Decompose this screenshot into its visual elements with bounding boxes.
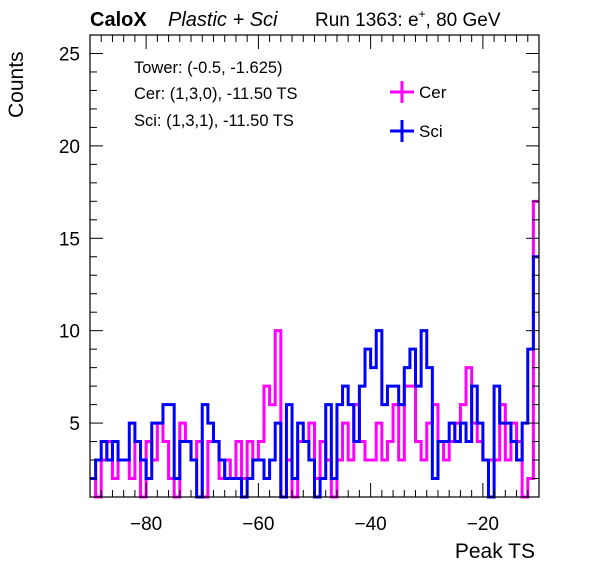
brand-label: CaloX xyxy=(90,9,147,31)
y-tick-label: 25 xyxy=(59,44,80,65)
x-tick-label: −40 xyxy=(355,514,387,535)
run-charge-sup: + xyxy=(419,7,426,21)
legend-cer-label: Cer xyxy=(419,83,447,102)
tower-info: Tower: (-0.5, -1.625) xyxy=(134,59,283,77)
y-tick-label: 5 xyxy=(69,414,80,435)
run-label: Run 1363: e+, 80 GeV xyxy=(315,7,501,31)
legend-sci-label: Sci xyxy=(419,122,443,141)
x-tick-label: −80 xyxy=(130,514,162,535)
config-label: Plastic + Sci xyxy=(168,9,278,31)
run-energy: , 80 GeV xyxy=(426,10,501,31)
series-layer xyxy=(90,199,539,499)
series-cer-histogram xyxy=(90,199,539,499)
y-tick-label: 20 xyxy=(59,137,80,158)
x-axis-title: Peak TS xyxy=(455,540,535,563)
y-tick-label: 10 xyxy=(59,322,80,343)
legend: Cer Sci xyxy=(390,81,447,142)
x-tick-label: −60 xyxy=(242,514,274,535)
series-sci-histogram xyxy=(90,255,539,499)
tick-layer: −80 −60 −40 −20 5 10 15 20 25 xyxy=(59,34,540,535)
y-axis-title: Counts xyxy=(5,51,28,118)
run-text: Run 1363: e xyxy=(315,10,419,31)
cer-info: Cer: (1,3,0), -11.50 TS xyxy=(134,85,298,103)
y-tick-label: 15 xyxy=(59,229,80,250)
sci-info: Sci: (1,3,1), -11.50 TS xyxy=(134,112,294,130)
x-tick-label: −20 xyxy=(467,514,499,535)
